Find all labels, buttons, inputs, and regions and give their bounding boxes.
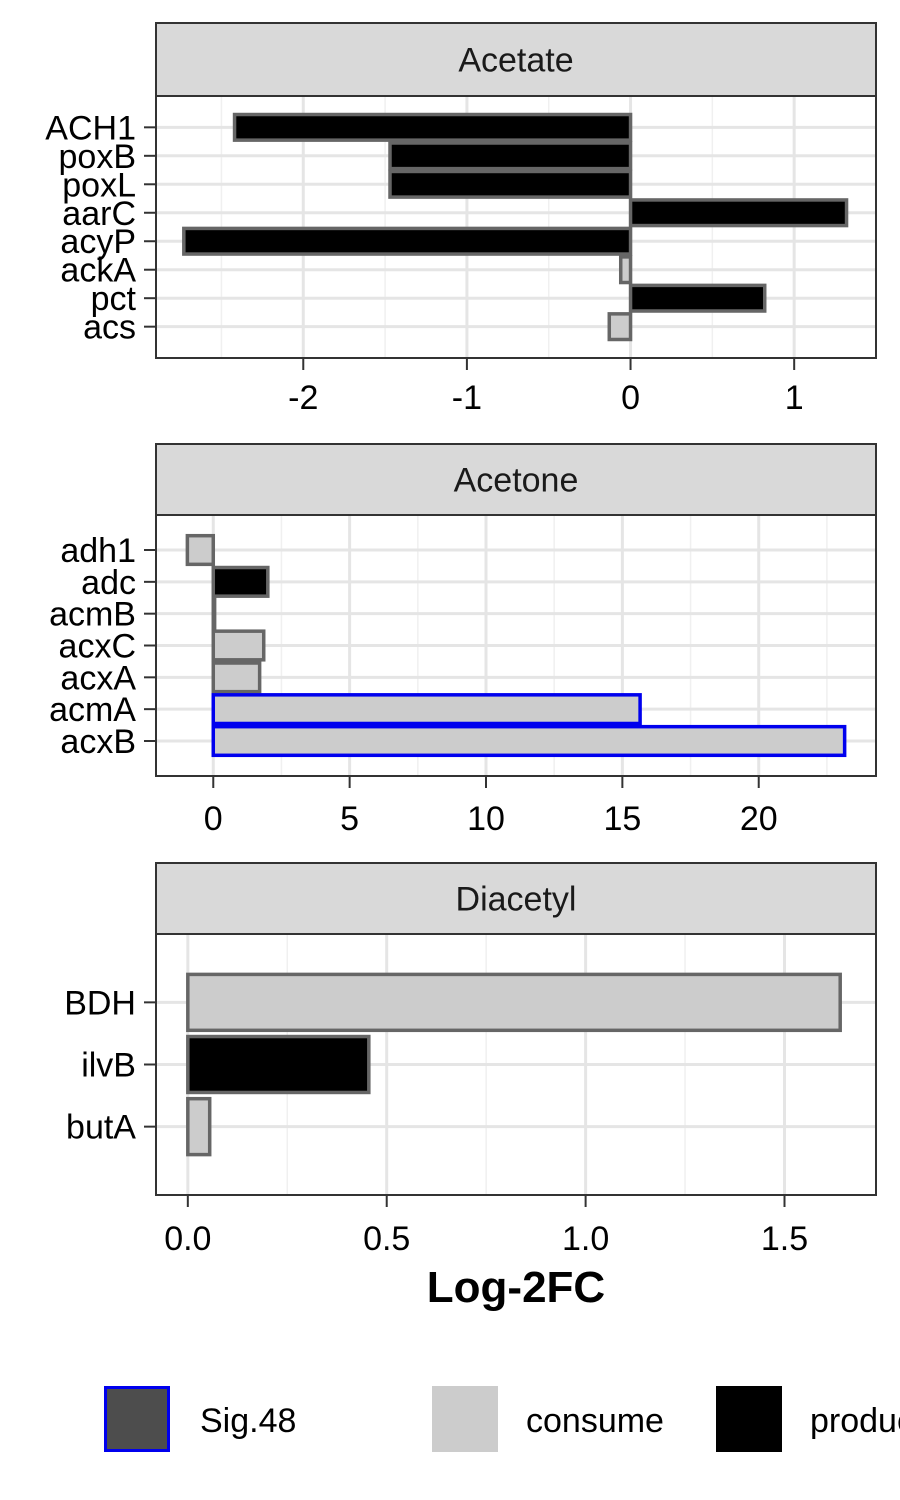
x-tick-label: 1.5	[761, 1220, 808, 1258]
facet-strip	[155, 862, 877, 935]
bar-poxL	[388, 169, 633, 199]
y-tick-label: pct	[91, 280, 137, 318]
bar-ackA	[618, 255, 633, 285]
x-tick-label: 0.5	[363, 1220, 410, 1258]
bar-butA	[186, 1096, 212, 1157]
y-tick-label: ackA	[60, 252, 136, 290]
bar-acyP	[182, 226, 633, 256]
legend-key-consume	[432, 1386, 498, 1452]
y-tick-label: acxC	[59, 628, 136, 666]
x-tick-label: 1.0	[562, 1220, 609, 1258]
y-tick-label: poxB	[59, 138, 137, 176]
y-tick-label: aarC	[62, 195, 136, 233]
legend-key-sig	[104, 1386, 170, 1452]
y-tick-label: adh1	[60, 532, 136, 570]
facet-title: Acetone	[454, 462, 579, 500]
x-tick-label: -1	[452, 379, 482, 417]
y-tick-label: butA	[66, 1109, 136, 1147]
facet-title: Diacetyl	[456, 881, 577, 919]
bar-poxB	[388, 141, 633, 171]
x-tick-label: 0	[621, 379, 640, 417]
y-tick-label: acmB	[49, 596, 136, 634]
y-tick-label: ACH1	[45, 109, 136, 147]
legend-key-produce	[716, 1386, 782, 1452]
y-tick-label: acxB	[60, 723, 136, 761]
y-tick-label: adc	[81, 564, 136, 602]
x-tick-label: -2	[288, 379, 318, 417]
legend-label-produce: produce	[810, 1402, 900, 1440]
bar-acs	[607, 312, 633, 342]
y-tick-label: poxL	[62, 166, 136, 204]
bar-acmA	[211, 693, 642, 726]
bar-ACH1	[232, 112, 633, 142]
bar-acxC	[211, 629, 266, 662]
bar-acxB	[211, 724, 847, 758]
bar-ilvB	[186, 1034, 371, 1095]
x-tick-label: 0.0	[164, 1220, 211, 1258]
x-tick-label: 15	[603, 800, 641, 838]
bar-aarC	[628, 198, 849, 228]
bar-BDH	[186, 972, 842, 1033]
y-tick-label: acyP	[60, 223, 136, 261]
y-tick-label: BDH	[64, 984, 136, 1022]
bar-acmB	[211, 597, 217, 630]
facet-strip	[155, 22, 877, 97]
x-tick-label: 1	[785, 379, 804, 417]
facet-title: Acetate	[458, 42, 573, 80]
x-tick-label: 0	[204, 800, 223, 838]
y-tick-label: acmA	[49, 691, 136, 729]
bar-acxA	[211, 661, 262, 694]
x-tick-label: 10	[467, 800, 505, 838]
y-tick-label: ilvB	[81, 1047, 136, 1085]
x-axis-title: Log-2FC	[427, 1263, 605, 1312]
y-tick-label: acs	[83, 309, 136, 347]
bar-adh1	[185, 533, 216, 567]
legend-label-sig: Sig.48	[200, 1402, 296, 1440]
y-tick-label: acxA	[60, 659, 136, 697]
legend-label-consume: consume	[526, 1402, 664, 1440]
bar-pct	[628, 283, 767, 313]
bar-adc	[211, 565, 270, 598]
x-tick-label: 20	[740, 800, 778, 838]
facet-strip	[155, 443, 877, 516]
x-tick-label: 5	[340, 800, 359, 838]
